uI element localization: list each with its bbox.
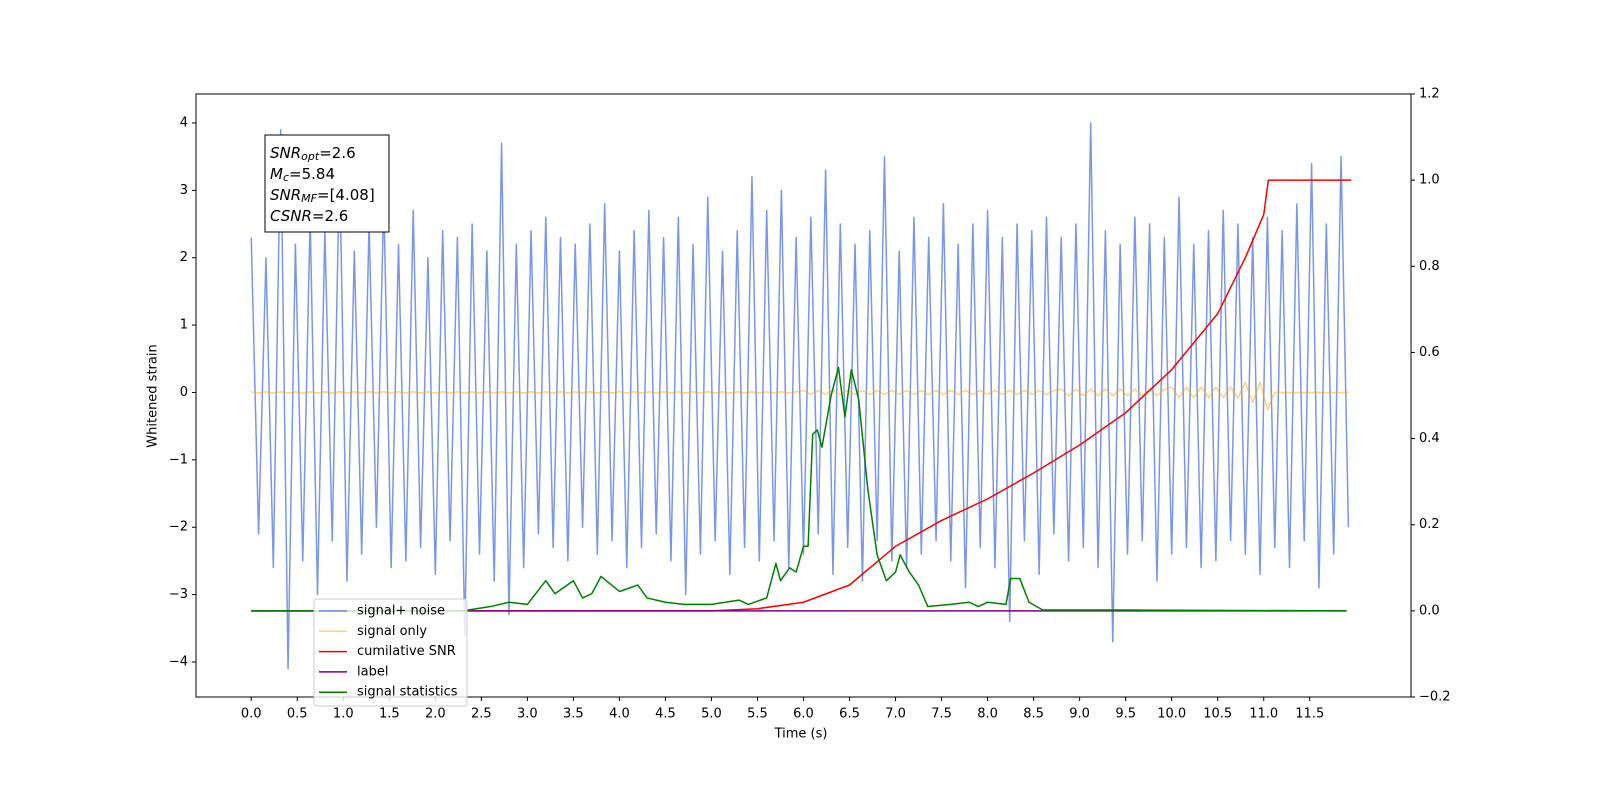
annotation-sub: opt (301, 150, 320, 163)
annotation-line: Mc=5.84 (270, 165, 335, 185)
x-tick-label: 11.5 (1295, 707, 1324, 722)
annotation-value: =5.84 (289, 165, 335, 183)
x-tick-label: 9.5 (1115, 707, 1136, 722)
x-tick-label: 5.5 (747, 707, 768, 722)
annotation-name: SNR (270, 144, 301, 162)
series-line (251, 366, 1347, 612)
y-tick-label: −3 (169, 587, 188, 602)
x-tick-label: 5.0 (701, 707, 722, 722)
y-tick-label: −4 (169, 654, 188, 669)
x-tick-label: 9.0 (1069, 707, 1090, 722)
x-tick-label: 10.5 (1203, 707, 1232, 722)
annotation-frame (264, 134, 390, 233)
annotation-value: =[4.08] (317, 186, 375, 204)
x-tick-label: 8.0 (977, 707, 998, 722)
series-line (251, 179, 1352, 612)
legend-frame (313, 598, 468, 707)
x-tick-label: 1.0 (333, 707, 354, 722)
legend-label: label (357, 664, 388, 679)
legend-label: signal only (357, 624, 427, 639)
y2-tick-label: 1.0 (1419, 173, 1440, 188)
x-tick-label: 2.0 (425, 707, 446, 722)
series-line (250, 122, 1350, 670)
x-tick-label: 0.0 (241, 707, 262, 722)
x-tick-label: 0.5 (287, 707, 308, 722)
y2-tick-label: 0.0 (1419, 603, 1440, 618)
legend-label: cumilative SNR (357, 644, 456, 659)
y2-tick-label: 0.6 (1419, 345, 1440, 360)
y-tick-label: 3 (180, 183, 188, 198)
y-tick-label: 1 (180, 318, 188, 333)
annotation-value: =2.6 (319, 144, 355, 162)
x-tick-label: 1.5 (379, 707, 400, 722)
y2-tick-label: −0.2 (1419, 690, 1451, 705)
x-tick-label: 3.5 (563, 707, 584, 722)
y2-tick-label: 0.2 (1419, 517, 1440, 532)
annotation-line: SNRopt=2.6 (270, 144, 356, 164)
x-tick-label: 10.0 (1157, 707, 1186, 722)
y2-tick-label: 0.8 (1419, 259, 1440, 274)
annotation-sub: MF (301, 192, 317, 205)
x-tick-label: 11.0 (1249, 707, 1278, 722)
x-tick-label: 6.5 (839, 707, 860, 722)
annotation-name: M (270, 165, 283, 183)
series-line (251, 381, 1349, 411)
y-tick-label: 2 (180, 250, 188, 265)
annotation-line: CSNR=2.6 (270, 207, 348, 225)
y2-tick-label: 0.4 (1419, 431, 1440, 446)
annotation-value: =2.6 (312, 207, 348, 225)
x-axis-label: Time (s) (774, 727, 828, 742)
y-axis-label: Whitened strain (146, 344, 161, 447)
legend-label: signal+ noise (357, 604, 445, 619)
x-tick-label: 7.0 (885, 707, 906, 722)
y-tick-label: 0 (180, 385, 188, 400)
x-tick-label: 6.0 (793, 707, 814, 722)
y-tick-label: −1 (169, 452, 188, 467)
y-tick-label: 4 (180, 115, 188, 130)
y2-tick-label: 1.2 (1419, 87, 1440, 102)
annotation-line: SNRMF=[4.08] (270, 186, 375, 206)
y-tick-label: −2 (169, 520, 188, 535)
annotation-sub: c (283, 171, 289, 184)
legend-label: signal statistics (357, 685, 458, 700)
x-tick-label: 7.5 (931, 707, 952, 722)
x-tick-label: 4.5 (655, 707, 676, 722)
legend: signal+ noise signal only cumilative SNR la… (313, 598, 468, 707)
x-tick-label: 3.0 (517, 707, 538, 722)
x-tick-label: 8.5 (1023, 707, 1044, 722)
x-tick-label: 4.0 (609, 707, 630, 722)
x-tick-label: 2.5 (471, 707, 492, 722)
annotation-name: SNR (270, 186, 301, 204)
annotation-name: CSNR (270, 207, 312, 225)
